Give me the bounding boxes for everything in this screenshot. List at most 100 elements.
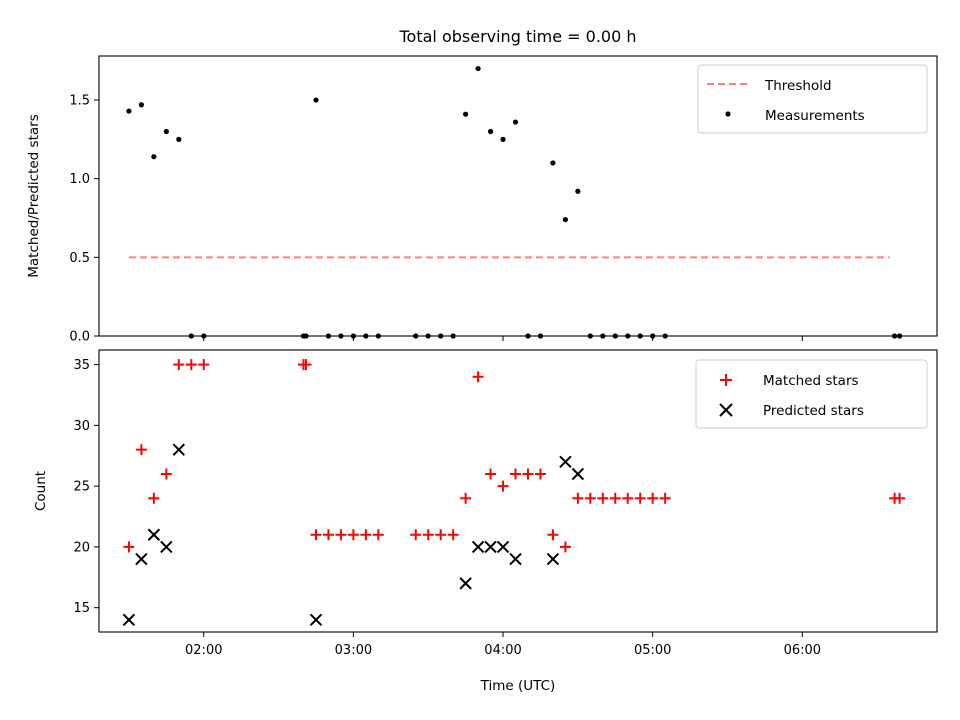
top-y-tick-label: 0.0 [69, 330, 90, 345]
measurement-point [375, 333, 381, 339]
bottom-y-ticks: 15 20 25 30 35 [73, 358, 99, 616]
matched-star-point [310, 529, 322, 541]
matched-legend-label: Matched stars [763, 373, 859, 389]
matched-star-point [485, 468, 497, 480]
predicted-star-point [459, 577, 472, 590]
predicted-star-point [496, 540, 510, 554]
measurement-point [612, 333, 618, 339]
top-legend-box [697, 64, 928, 134]
measurement-point [313, 97, 319, 103]
matched-star-point [597, 492, 609, 504]
measurement-point [625, 333, 631, 339]
top-y-tick-label: 0.5 [69, 251, 90, 266]
matched-star-point [372, 529, 384, 541]
measurement-point [126, 108, 132, 114]
top-legend: Threshold Measurements [697, 64, 928, 134]
measurement-points [126, 65, 903, 339]
matched-star-point [435, 529, 447, 541]
measurement-point [138, 102, 144, 108]
matched-star-point [422, 529, 434, 541]
top-panel: 0.0 0.5 1.0 1.5 Matched/Predicted stars Thr… [26, 55, 938, 345]
matched-star-point [160, 468, 172, 480]
matched-star-point [572, 492, 584, 504]
predicted-star-point [484, 540, 497, 554]
measurement-point [475, 65, 481, 72]
predicted-star-point [571, 467, 585, 481]
matched-star-point [335, 529, 347, 541]
bottom-y-tick-label: 20 [73, 540, 90, 555]
top-y-axis-label: Matched/Predicted stars [26, 114, 42, 277]
matched-star-point [497, 480, 509, 492]
top-y-tick-label: 1.0 [69, 172, 90, 187]
matched-star-point [534, 468, 546, 480]
measurement-point [463, 111, 469, 117]
matched-star-point [609, 492, 621, 504]
matched-star-point [198, 359, 210, 371]
matched-star-point [173, 359, 185, 371]
top-y-ticks: 0.0 0.5 1.0 1.5 [69, 94, 99, 345]
x-tick-label: 04:00 [484, 643, 521, 658]
matched-star-point [185, 359, 197, 371]
measurement-point [500, 136, 506, 142]
bottom-y-tick-label: 25 [73, 480, 90, 495]
predicted-star-point [135, 552, 148, 566]
measurement-point [512, 119, 519, 125]
matched-star-point [347, 529, 359, 541]
measurement-point [303, 333, 309, 339]
measurement-point [151, 154, 157, 160]
matched-star-point [894, 492, 906, 504]
bottom-x-ticks: 02:00 03:00 04:00 05:00 06:00 [185, 632, 821, 658]
measurement-point [587, 333, 593, 339]
predicted-legend-label: Predicted stars [763, 403, 864, 419]
measurement-point [550, 160, 556, 166]
matched-star-point [647, 492, 659, 504]
matched-star-point [447, 529, 459, 541]
predicted-star-point [160, 540, 173, 554]
measurement-point [537, 333, 544, 339]
matched-star-point [559, 541, 571, 553]
matched-star-point [360, 529, 372, 541]
matched-star-point [522, 468, 534, 480]
measurement-point [892, 333, 898, 339]
measurement-point [600, 333, 606, 339]
measurement-point [201, 333, 207, 339]
top-axes-frame [98, 55, 938, 337]
measurement-point [487, 128, 494, 135]
bottom-legend-box [695, 359, 928, 429]
bottom-y-tick-label: 30 [73, 419, 90, 434]
threshold-legend-label: Threshold [764, 78, 832, 94]
matched-star-point [510, 468, 522, 480]
predicted-star-point [309, 613, 323, 627]
measurement-point [163, 128, 169, 135]
predicted-legend-swatch [719, 403, 733, 417]
measurement-point [896, 333, 903, 339]
matched-star-point [135, 444, 147, 456]
measurement-point [562, 216, 568, 223]
predicted-star-point [546, 552, 560, 566]
matched-star-point [584, 492, 596, 504]
measurements-legend-swatch [725, 111, 731, 117]
matched-star-point [472, 371, 484, 383]
top-y-tick-label: 1.5 [69, 94, 90, 109]
x-tick-label: 06:00 [784, 643, 821, 658]
measurement-point [176, 136, 182, 142]
bottom-y-axis-label: Count [33, 471, 49, 511]
measurement-point [450, 333, 456, 339]
x-axis-label: Time (UTC) [480, 678, 556, 694]
measurement-point [637, 333, 643, 339]
matched-star-point [322, 529, 334, 541]
bottom-panel: 15 20 25 30 35 02:00 03:00 04:00 05:00 06:00 Cou… [33, 349, 938, 694]
matched-star-point [123, 541, 135, 553]
bottom-legend: Matched stars Predicted stars [695, 359, 928, 429]
matched-star-point [659, 492, 671, 504]
measurement-point [662, 333, 668, 339]
x-tick-label: 02:00 [185, 643, 222, 658]
measurement-point [325, 333, 332, 339]
measurement-point [350, 333, 356, 339]
predicted-star-point [147, 528, 161, 541]
matched-legend-swatch [720, 374, 732, 386]
measurement-point [575, 188, 581, 194]
predicted-star-point [559, 455, 572, 469]
measurement-point [650, 333, 656, 339]
